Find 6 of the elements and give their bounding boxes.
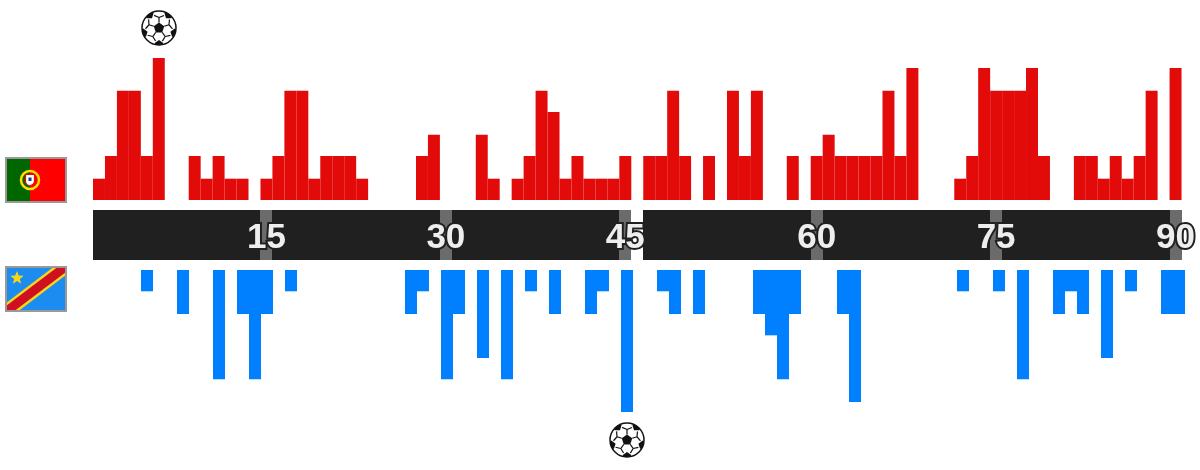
x-tick-label: 30	[426, 215, 466, 255]
x-tick-label: 45	[605, 215, 645, 255]
x-tick-label: 15	[246, 215, 286, 255]
x-tick-label: 75	[976, 215, 1016, 255]
x-tick-label: 60	[797, 215, 837, 255]
x-tick-label: 90	[1156, 215, 1196, 255]
